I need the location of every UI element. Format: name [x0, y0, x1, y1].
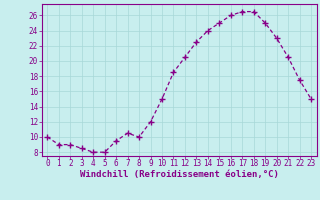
- X-axis label: Windchill (Refroidissement éolien,°C): Windchill (Refroidissement éolien,°C): [80, 170, 279, 179]
